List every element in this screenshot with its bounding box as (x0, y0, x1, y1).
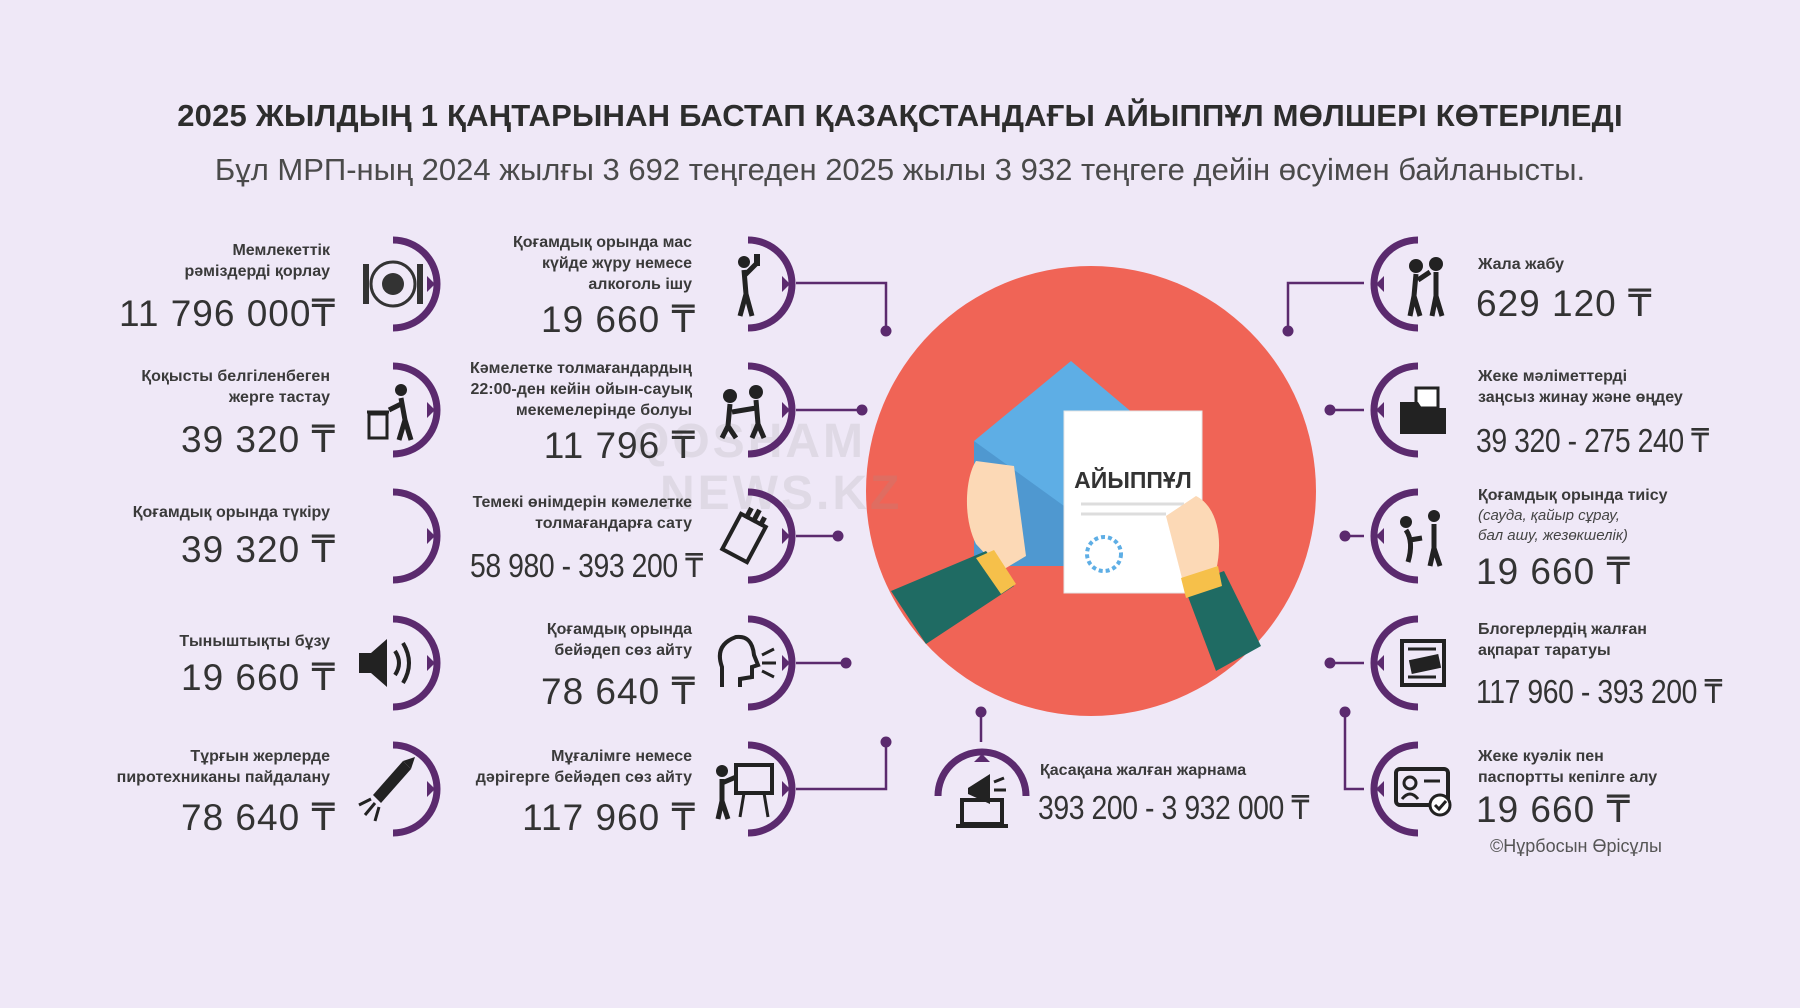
harassment-icon (1370, 488, 1443, 584)
fine-label-id-pledge: Жеке куәлік пен паспортты кепілге алу (1478, 748, 1658, 786)
fine-amount-id-pledge: 19 660 ₸ (1476, 789, 1631, 830)
id-card-icon (1370, 741, 1452, 837)
fine-label-noise: Тыныштықты бұзу (179, 633, 330, 650)
fine-label-harassment: Қоғамдық орында тиісу (1478, 487, 1668, 504)
fine-amount-harassment: 19 660 ₸ (1476, 551, 1631, 592)
whispering-people-icon (1370, 236, 1445, 332)
fine-amount-false-ad: 393 200 - 3 932 000 ₸ (1038, 789, 1309, 826)
kazakhstan-emblem-icon (363, 236, 441, 332)
spitting-icon (392, 488, 441, 584)
megaphone-laptop-icon (934, 748, 1030, 828)
cigarette-pack-icon (719, 488, 796, 584)
folder-icon (1370, 362, 1446, 458)
fine-amount-state-symbols: 11 796 000₸ (119, 293, 336, 334)
fine-label-pyrotechnics: Тұрғын жерлерде пиротехниканы пайдалану (116, 748, 330, 786)
shouting-head-icon (717, 615, 796, 711)
fine-label-minors-late: Кәмелетке толмағандардың 22:00-ден кейін… (469, 360, 692, 419)
page-subtitle: Бұл МРП-ның 2024 жылғы 3 692 теңгеден 20… (214, 152, 1586, 187)
fine-label-drunk-public: Қоғамдық орында мас күйде жүру немесе ал… (512, 234, 692, 293)
trash-dumping-icon (367, 362, 441, 458)
fine-label-blogger-fake: Блогерлердің жалған ақпарат таратуы (1478, 621, 1647, 659)
fine-label-tobacco-minors: Темекі өнімдерін кәмелетке толмағандарға… (472, 494, 692, 532)
fine-amount-slander: 629 120 ₸ (1476, 283, 1653, 324)
copyright: ©Нұрбосын Өрісұлы (1490, 836, 1662, 856)
firework-rocket-icon (358, 741, 441, 837)
fine-amount-drunk-public: 19 660 ₸ (541, 299, 696, 340)
watermark: QOSHAM NEWS.KZ (632, 415, 903, 520)
fine-amount-obscene-public: 78 640 ₸ (541, 671, 696, 712)
fine-amount-minors-late: 11 796 ₸ (543, 425, 696, 466)
fine-amount-blogger-fake: 117 960 - 393 200 ₸ (1476, 673, 1723, 710)
fine-amount-personal-data: 39 320 - 275 240 ₸ (1476, 422, 1709, 459)
fine-label-state-symbols: Мемлекеттік рәміздерді қорлау (184, 242, 331, 280)
fine-note-harassment: (саудa, қайыр сұрау, бал ашу, жезөкшелік… (1478, 507, 1628, 544)
fine-amount-tobacco-minors: 58 980 - 393 200 ₸ (470, 547, 703, 584)
fine-label-spitting: Қоғамдық орында түкіру (132, 504, 330, 521)
page-title: 2025 ЖЫЛДЫҢ 1 ҚАҢТАРЫНАН БАСТАП ҚАЗАҚСТА… (177, 98, 1623, 133)
fine-amount-insult-teacher: 117 960 ₸ (522, 797, 696, 838)
fake-news-icon (1370, 615, 1446, 711)
fine-amount-noise: 19 660 ₸ (181, 657, 336, 698)
hero-paper-text: АЙЫППҰЛ (1074, 466, 1192, 493)
envelope-fine-letter-icon: АЙЫППҰЛ (866, 266, 1316, 716)
teacher-board-icon (715, 741, 796, 837)
fine-label-slander: Жала жабу (1478, 256, 1565, 273)
fine-label-littering: Қоқысты белгіленбеген жерге тастау (141, 368, 330, 406)
fine-amount-spitting: 39 320 ₸ (181, 529, 336, 570)
fine-label-insult-teacher: Мұғалімге немесе дәрігерге бейәдеп сөз а… (475, 748, 692, 786)
drinking-person-icon (737, 236, 796, 332)
fine-amount-pyrotechnics: 78 640 ₸ (181, 797, 336, 838)
loud-speaker-icon (359, 615, 441, 711)
fine-label-obscene-public: Қоғамдық орында бейәдеп сөз айту (546, 621, 692, 659)
fine-label-false-ad: Қасақана жалған жарнама (1040, 762, 1247, 779)
fine-label-personal-data: Жеке мәліметтерді заңсыз жинау және өңде… (1478, 368, 1683, 406)
children-icon (719, 362, 796, 458)
fine-amount-littering: 39 320 ₸ (181, 419, 336, 460)
